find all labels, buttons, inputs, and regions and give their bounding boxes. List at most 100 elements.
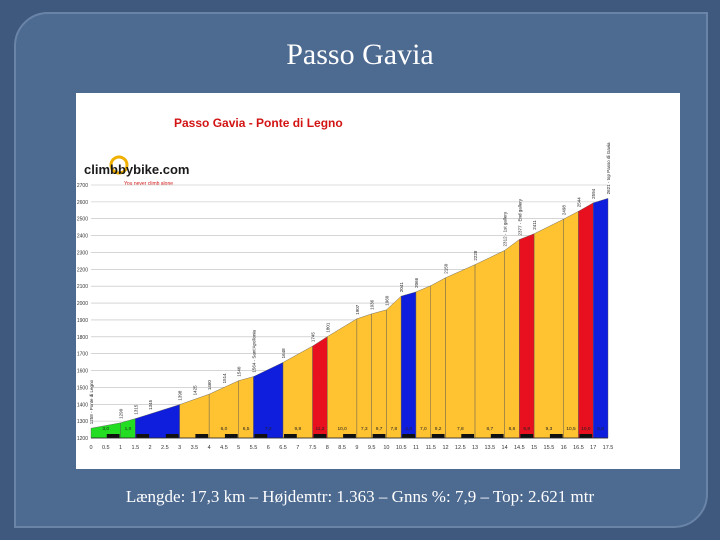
y-tick-label: 1200 bbox=[77, 436, 88, 442]
km-marker bbox=[461, 434, 475, 438]
altitude-label: 2498 bbox=[562, 205, 567, 216]
grade-label: 7,0 bbox=[420, 426, 427, 432]
y-tick-label: 2100 bbox=[77, 284, 88, 290]
grade-label: 3,0 bbox=[102, 426, 109, 432]
km-marker bbox=[224, 434, 238, 438]
brand-logo: climbbybike.com You never climb alone bbox=[84, 155, 189, 187]
profile-segment bbox=[445, 264, 476, 439]
altitude-label: 1540 bbox=[237, 366, 242, 377]
x-tick-label: 1.5 bbox=[131, 445, 139, 451]
x-tick-label: 6.5 bbox=[279, 445, 287, 451]
slide-title: Passo Gavia bbox=[286, 38, 434, 71]
altitude-label: 2041 bbox=[399, 282, 404, 293]
grade-label: 6,8 bbox=[523, 426, 530, 432]
y-tick-label: 2700 bbox=[77, 183, 88, 189]
grade-label: 5,8 bbox=[597, 426, 604, 432]
altitude-label: 2228 bbox=[473, 250, 478, 261]
profile-segment bbox=[593, 198, 609, 439]
profile-segment bbox=[415, 285, 431, 439]
y-tick-label: 1500 bbox=[77, 385, 88, 391]
km-marker bbox=[313, 434, 327, 438]
profile-segment bbox=[533, 218, 564, 439]
brand-tagline: You never climb alone bbox=[124, 181, 173, 187]
profile-segment bbox=[430, 277, 446, 439]
grade-label: 7,8 bbox=[390, 426, 397, 432]
grade-label: 10,0 bbox=[337, 426, 347, 432]
grade-label: 11,2 bbox=[315, 426, 324, 432]
grade-label: 8,7 bbox=[486, 426, 493, 432]
x-tick-label: 16 bbox=[561, 445, 567, 451]
altitude-label: 2312 - 1st gallery bbox=[503, 211, 508, 246]
x-tick-label: 6 bbox=[267, 445, 270, 451]
x-tick-label: 9.5 bbox=[368, 445, 376, 451]
grade-label: 4,3 bbox=[405, 426, 412, 432]
grade-label: 9,3 bbox=[546, 426, 553, 432]
x-tick-label: 10 bbox=[383, 445, 389, 451]
x-tick-label: 11 bbox=[413, 445, 419, 451]
slide-caption: Længde: 17,3 km – Højdemtr: 1.363 – Gnns… bbox=[125, 487, 595, 506]
x-tick-label: 17.5 bbox=[603, 445, 614, 451]
km-marker bbox=[165, 434, 179, 438]
grade-label: 8,6 bbox=[509, 426, 516, 432]
grade-label: 1,0 bbox=[125, 426, 132, 432]
grade-label: 9,2 bbox=[435, 426, 442, 432]
profile-segment bbox=[356, 313, 372, 439]
y-axis-labels: 1200 1300 1400 1500 1600 1700 1800 1900 2000 2100… bbox=[77, 183, 88, 442]
y-tick-label: 1300 bbox=[77, 419, 88, 425]
y-tick-label: 2300 bbox=[77, 250, 88, 256]
y-tick-label: 2000 bbox=[77, 301, 88, 307]
profile-segment bbox=[474, 250, 505, 439]
profile-segment bbox=[179, 393, 210, 439]
x-tick-label: 5.5 bbox=[250, 445, 258, 451]
profile-segment bbox=[401, 291, 417, 439]
grade-label: 10,0 bbox=[581, 426, 591, 432]
x-tick-label: 1 bbox=[119, 445, 122, 451]
km-marker bbox=[549, 434, 563, 438]
x-axis-labels: 0 0.5 1 1.5 2 2.5 3 3.5 4 4.5 5 5.5 6 6.5 7 7.5 8 8.5 9 9.5… bbox=[89, 445, 613, 451]
km-marker bbox=[136, 434, 150, 438]
grade-label: 9,7 bbox=[376, 426, 383, 432]
y-tick-label: 2500 bbox=[77, 217, 88, 223]
grade-labels: 3,0 1,0 6,0 6,5 7,2 9,8 11,2 10,0 7,3 9,7 7,8 4,3 7,… bbox=[102, 426, 604, 432]
x-tick-label: 4.5 bbox=[220, 445, 228, 451]
km-marker bbox=[284, 434, 297, 438]
x-tick-label: 15 bbox=[531, 445, 537, 451]
altitude-label: 1315 bbox=[133, 404, 138, 415]
brand-site: climbbybike.com bbox=[84, 162, 189, 177]
grade-label: 10,5 bbox=[566, 426, 576, 432]
profile-segment bbox=[519, 233, 535, 439]
altitude-label: 1745 bbox=[311, 332, 316, 343]
altitude-label: 2411 bbox=[532, 220, 537, 230]
y-tick-label: 1600 bbox=[77, 369, 88, 375]
y-tick-label: 2400 bbox=[77, 234, 88, 240]
profile-segment bbox=[386, 295, 402, 439]
km-marker bbox=[254, 434, 268, 438]
grade-label: 9,8 bbox=[294, 426, 301, 432]
x-tick-label: 7.5 bbox=[309, 445, 317, 451]
x-tick-label: 11.5 bbox=[426, 445, 436, 451]
profile-segment bbox=[135, 404, 180, 439]
altitude-label: 1514 bbox=[222, 373, 227, 384]
grade-label: 7,8 bbox=[457, 426, 464, 432]
x-tick-label: 0 bbox=[89, 445, 92, 451]
x-tick-label: 2 bbox=[149, 445, 152, 451]
altitude-label: 2066 bbox=[414, 277, 419, 288]
y-tick-label: 2600 bbox=[77, 200, 88, 206]
altitude-label: 2594 bbox=[591, 188, 596, 199]
km-marker bbox=[402, 434, 415, 438]
profile-segment bbox=[312, 336, 328, 439]
x-tick-label: 5 bbox=[237, 445, 240, 451]
x-tick-label: 0.5 bbox=[102, 445, 110, 451]
profile-segment bbox=[327, 318, 358, 439]
km-marker bbox=[106, 434, 120, 438]
x-tick-label: 3.5 bbox=[191, 445, 199, 451]
grade-label: 6,0 bbox=[221, 426, 228, 432]
altitude-label: 1425 bbox=[192, 385, 197, 396]
km-marker bbox=[372, 434, 386, 438]
x-tick-label: 14 bbox=[502, 445, 508, 451]
profile-segment bbox=[371, 309, 387, 439]
y-tick-label: 2200 bbox=[77, 267, 88, 273]
altitude-label: 2544 bbox=[576, 197, 581, 208]
y-tick-label: 1700 bbox=[77, 352, 88, 358]
